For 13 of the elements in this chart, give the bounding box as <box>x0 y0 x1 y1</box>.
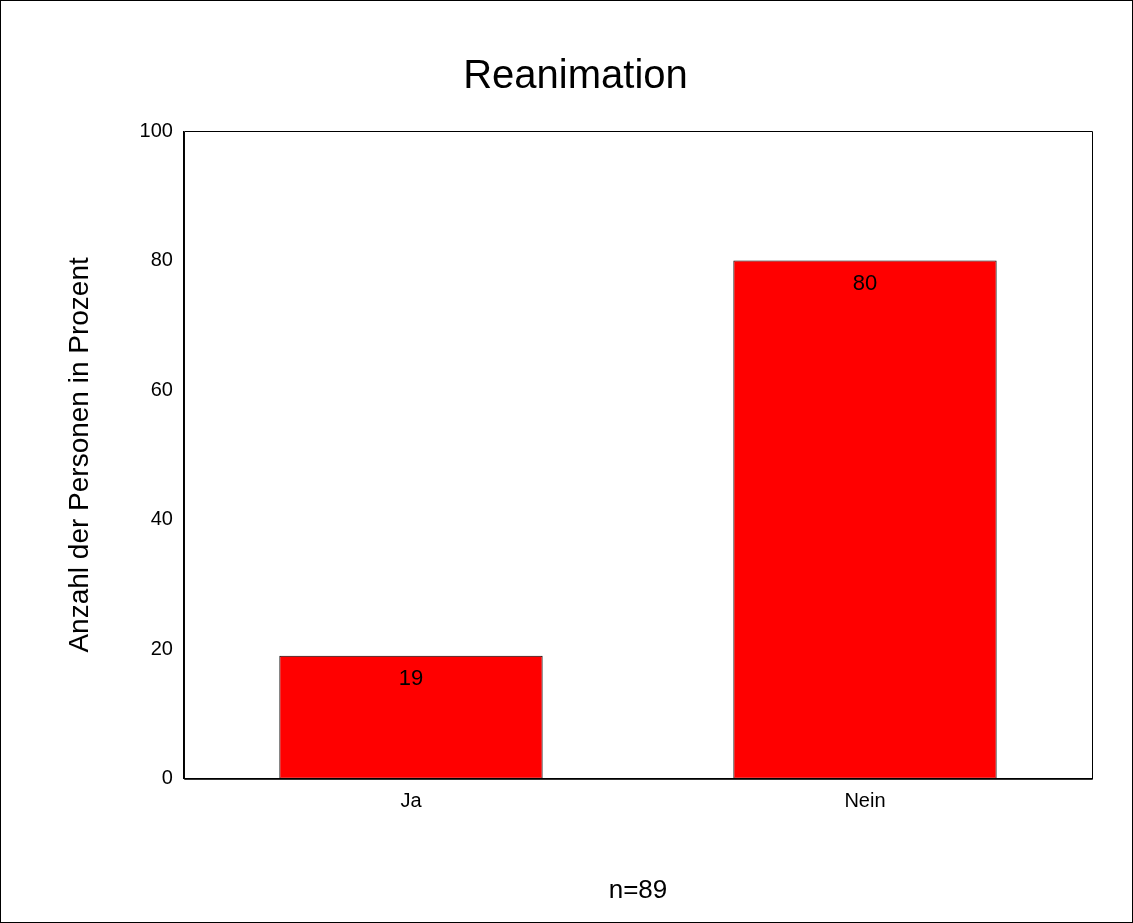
y-tick-label: 20 <box>150 636 173 659</box>
x-axis-title: n=89 <box>608 873 668 904</box>
y-axis-title: Anzahl der Personen in Prozent <box>62 257 94 653</box>
y-tick-label: 0 <box>161 766 173 789</box>
x-tick-label: Ja <box>400 789 423 812</box>
y-tick-label: 80 <box>150 248 173 271</box>
data-label: 19 <box>398 664 424 690</box>
y-tick-label: 60 <box>150 377 173 400</box>
x-tick-label: Nein <box>844 789 886 812</box>
chart-title: Reanimation <box>463 52 688 97</box>
y-tick-label: 100 <box>139 118 173 141</box>
y-tick-label: 40 <box>150 507 173 530</box>
data-label: 80 <box>852 269 878 295</box>
